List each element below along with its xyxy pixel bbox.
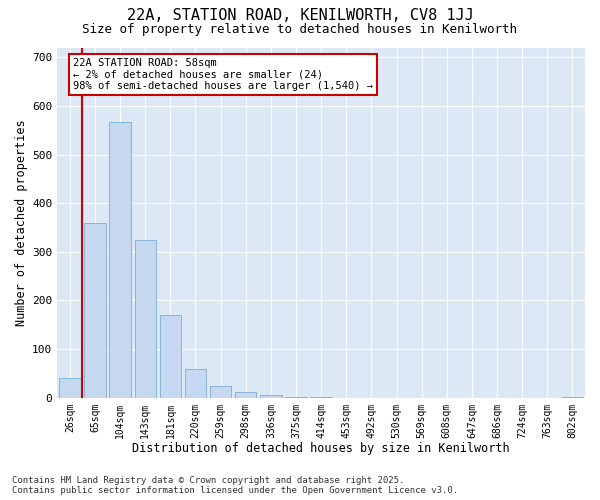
Text: 22A STATION ROAD: 58sqm
← 2% of detached houses are smaller (24)
98% of semi-det: 22A STATION ROAD: 58sqm ← 2% of detached…: [73, 58, 373, 91]
Bar: [59, 378, 80, 398]
Text: Contains HM Land Registry data © Crown copyright and database right 2025.
Contai: Contains HM Land Registry data © Crown c…: [12, 476, 458, 495]
X-axis label: Distribution of detached houses by size in Kenilworth: Distribution of detached houses by size …: [133, 442, 510, 455]
Text: Size of property relative to detached houses in Kenilworth: Size of property relative to detached ho…: [83, 22, 517, 36]
Bar: [185, 368, 206, 398]
Text: 22A, STATION ROAD, KENILWORTH, CV8 1JJ: 22A, STATION ROAD, KENILWORTH, CV8 1JJ: [127, 8, 473, 22]
Bar: [235, 392, 256, 398]
Bar: [286, 396, 307, 398]
Bar: [160, 315, 181, 398]
Bar: [210, 386, 232, 398]
Y-axis label: Number of detached properties: Number of detached properties: [15, 120, 28, 326]
Bar: [109, 122, 131, 398]
Bar: [260, 396, 281, 398]
Bar: [84, 222, 106, 398]
Bar: [134, 240, 156, 398]
